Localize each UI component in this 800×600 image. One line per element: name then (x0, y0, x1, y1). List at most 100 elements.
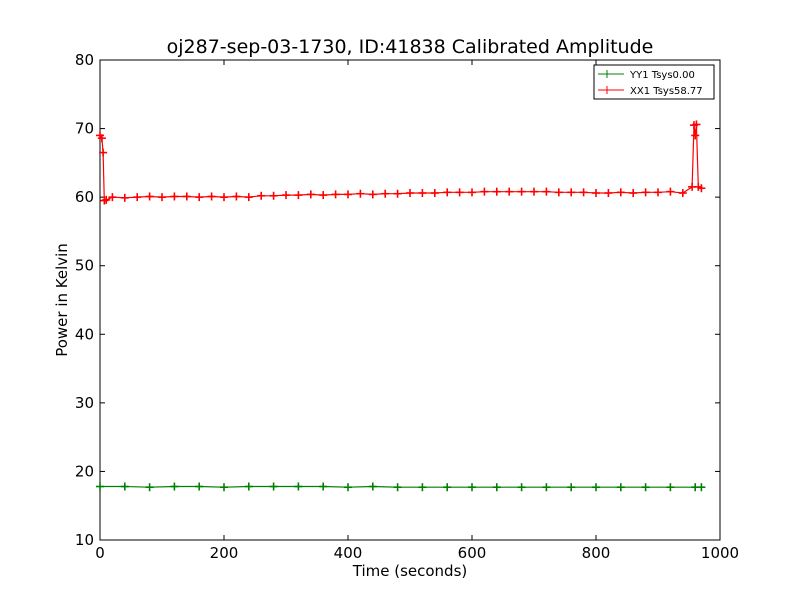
data-point (102, 195, 111, 204)
data-point (381, 189, 390, 198)
y-axis: 10 20 30 40 50 60 70 80 (75, 51, 720, 549)
data-point (368, 190, 377, 199)
data-point (579, 188, 588, 197)
data-point (96, 482, 104, 491)
data-point (158, 193, 166, 202)
data-point (678, 189, 687, 198)
data-point (616, 483, 625, 492)
data-point (692, 120, 701, 129)
data-point (244, 482, 253, 491)
series-layer (96, 120, 706, 492)
data-point (220, 483, 228, 492)
data-point (629, 189, 638, 198)
data-point (306, 190, 315, 199)
data-point (331, 190, 340, 199)
data-point (480, 187, 489, 196)
data-point (443, 483, 452, 492)
data-point (505, 187, 514, 196)
data-point (468, 483, 476, 492)
y-tick-label: 20 (75, 462, 94, 480)
data-point (641, 188, 650, 197)
data-point (195, 482, 204, 491)
data-point (666, 187, 675, 196)
data-point (145, 192, 154, 201)
series-line-1 (99, 124, 702, 202)
data-point (666, 483, 675, 492)
x-tick-label: 600 (458, 544, 487, 562)
x-axis-label: Time (seconds) (352, 562, 468, 580)
series-line-0 (100, 485, 702, 488)
data-point (344, 483, 352, 492)
data-point (232, 192, 241, 201)
data-point (542, 483, 551, 492)
y-tick-label: 80 (75, 51, 94, 69)
chart-title: oj287-sep-03-1730, ID:41838 Calibrated A… (167, 36, 654, 58)
data-point (319, 482, 328, 491)
data-point (697, 184, 706, 193)
data-point (430, 189, 439, 198)
data-point (207, 192, 216, 201)
data-point (319, 191, 328, 200)
data-point (604, 189, 613, 198)
data-point (282, 191, 290, 200)
data-point (294, 191, 303, 200)
data-point (406, 189, 414, 198)
y-tick-label: 60 (75, 188, 94, 206)
data-point (120, 193, 129, 202)
data-point (393, 189, 402, 198)
data-point (145, 483, 154, 492)
x-axis: 0 200 400 600 800 1000 (95, 60, 739, 562)
data-point (567, 483, 576, 492)
data-point (195, 193, 204, 202)
data-point (99, 148, 108, 157)
x-tick-label: 200 (210, 544, 239, 562)
data-point (182, 192, 191, 201)
data-point (418, 483, 427, 492)
data-point (517, 187, 526, 196)
data-point (356, 189, 365, 198)
data-point (492, 483, 501, 492)
data-point (554, 188, 563, 197)
data-point (170, 192, 179, 201)
y-tick-label: 70 (75, 120, 94, 138)
data-point (443, 188, 452, 197)
data-point (654, 188, 662, 197)
data-point (120, 482, 129, 491)
data-point (244, 193, 253, 202)
data-point (468, 188, 476, 197)
legend-label-xx1: XX1 Tsys58.77 (630, 86, 703, 97)
data-point (294, 482, 303, 491)
data-point (418, 189, 427, 198)
data-point (220, 193, 228, 202)
data-point (269, 482, 278, 491)
data-point (133, 193, 142, 202)
data-point (567, 188, 576, 197)
data-point (542, 187, 551, 196)
data-point (393, 483, 402, 492)
data-point (170, 482, 179, 491)
x-tick-label: 400 (334, 544, 363, 562)
data-point (697, 483, 706, 492)
y-tick-label: 10 (75, 531, 94, 549)
x-tick-label: 800 (582, 544, 611, 562)
data-point (269, 191, 278, 200)
data-point (455, 188, 464, 197)
legend-label-yy1: YY1 Tsys0.00 (629, 70, 695, 81)
data-point (368, 482, 377, 491)
x-tick-label: 0 (95, 544, 105, 562)
plot-frame (99, 59, 721, 541)
data-point (97, 134, 106, 143)
data-point (616, 188, 625, 197)
y-tick-label: 30 (75, 394, 94, 412)
data-point (257, 191, 266, 200)
data-point (592, 483, 600, 492)
legend-box (593, 64, 715, 100)
data-point (108, 193, 117, 202)
data-point (517, 483, 526, 492)
data-point (641, 483, 650, 492)
data-point (492, 187, 501, 196)
y-tick-label: 50 (75, 257, 94, 275)
data-point (592, 189, 600, 198)
y-tick-label: 40 (75, 325, 94, 343)
